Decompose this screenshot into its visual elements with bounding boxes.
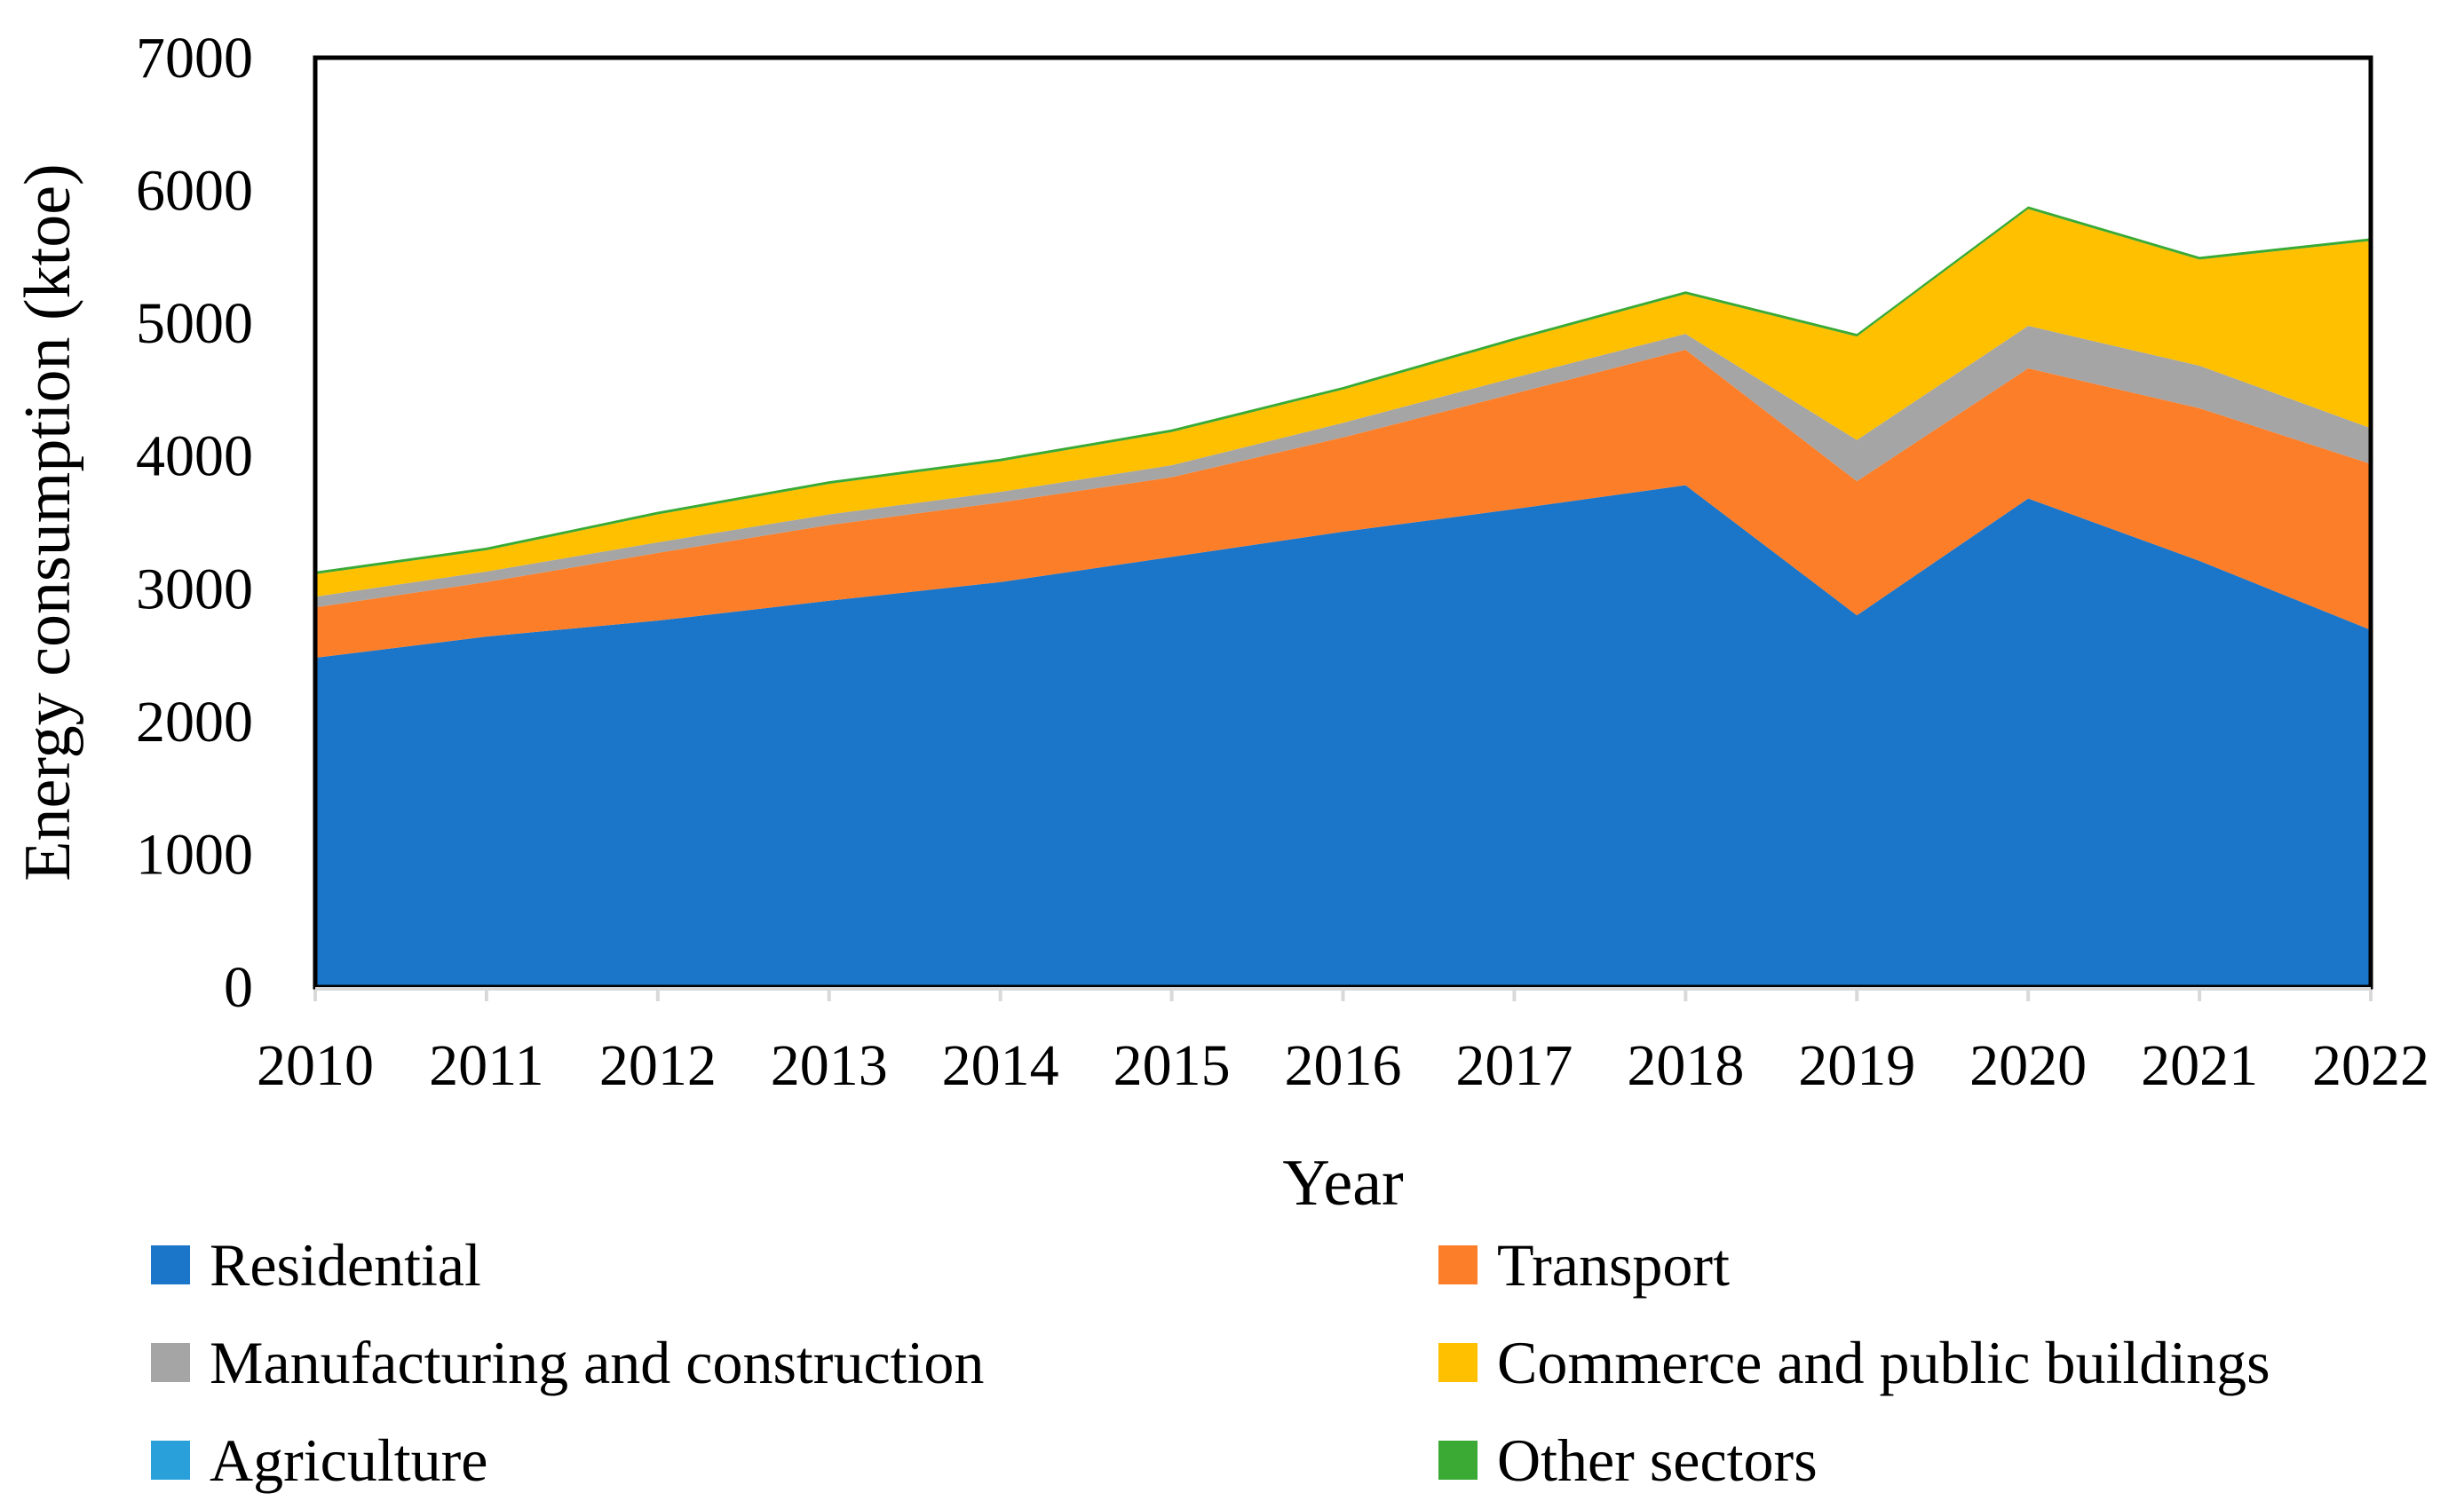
legend-label: Residential (210, 1230, 481, 1299)
y-axis-title: Energy consumption (ktoe) (12, 163, 84, 881)
x-tick-label: 2017 (1455, 1033, 1573, 1098)
y-tick-label: 2000 (136, 690, 253, 754)
legend-label: Agriculture (210, 1426, 488, 1494)
x-tick-label: 2022 (2312, 1033, 2429, 1098)
legend: Residential Transport Manufacturing and co… (151, 1216, 2460, 1509)
y-tick-label: 6000 (136, 159, 253, 224)
legend-label: Manufacturing and construction (210, 1328, 985, 1396)
x-tick-label: 2021 (2141, 1033, 2258, 1098)
legend-label: Transport (1497, 1230, 1730, 1299)
areas-layer (315, 206, 2371, 987)
legend-swatch (151, 1343, 190, 1382)
x-tick-label: 2020 (1969, 1033, 2087, 1098)
y-tick-label: 5000 (136, 291, 253, 356)
y-tick-label: 1000 (136, 822, 253, 887)
legend-label: Commerce and public buildings (1497, 1328, 2270, 1396)
y-tick-label: 7000 (136, 26, 253, 91)
legend-item-transport: Transport (1438, 1216, 2460, 1314)
legend-item-agriculture: Agriculture (151, 1411, 1438, 1509)
area-other-sectors (315, 206, 2371, 574)
legend-item-commerce-and-public-buildings: Commerce and public buildings (1438, 1314, 2460, 1411)
legend-item-manufacturing-and-construction: Manufacturing and construction (151, 1314, 1438, 1411)
legend-swatch (1438, 1441, 1478, 1480)
legend-item-residential: Residential (151, 1216, 1438, 1314)
area-commerce-and-public-buildings (315, 209, 2371, 597)
y-tick-label: 3000 (136, 557, 253, 621)
y-tick-label: 4000 (136, 424, 253, 489)
x-tick-label: 2019 (1798, 1033, 1915, 1098)
legend-label: Other sectors (1497, 1426, 1818, 1494)
x-tick-label: 2010 (257, 1033, 374, 1098)
x-tick-label: 2016 (1285, 1033, 1402, 1098)
legend-swatch (151, 1441, 190, 1480)
legend-swatch (151, 1245, 190, 1284)
legend-swatch (1438, 1245, 1478, 1284)
x-tick-label: 2018 (1627, 1033, 1744, 1098)
x-tick-label: 2013 (771, 1033, 888, 1098)
x-tick-label: 2011 (429, 1033, 544, 1098)
x-tick-label: 2014 (942, 1033, 1059, 1098)
legend-swatch (1438, 1343, 1478, 1382)
area-residential (315, 485, 2371, 987)
legend-item-other-sectors: Other sectors (1438, 1411, 2460, 1509)
x-axis-title: Year (1282, 1147, 1403, 1220)
x-tick-label: 2015 (1113, 1033, 1231, 1098)
area-transport (315, 350, 2371, 659)
x-tick-label: 2012 (599, 1033, 717, 1098)
labels-layer: 2010 2011 2012 2013 2014 2015 2016 2017 2018 2019… (136, 26, 2429, 1098)
y-tick-label: 0 (224, 955, 253, 1020)
